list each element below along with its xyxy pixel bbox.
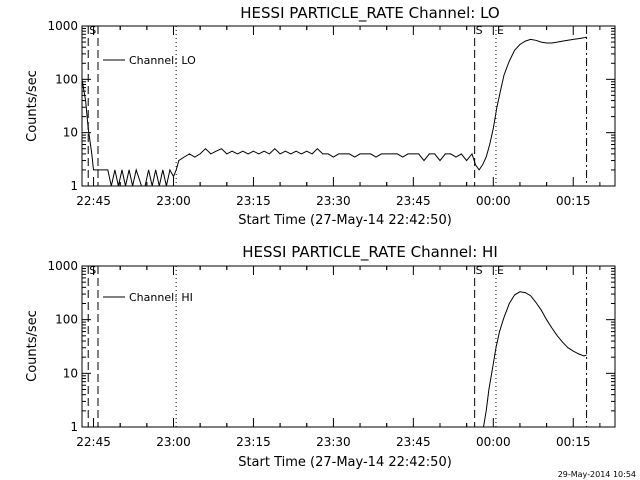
- series-line: [81, 36, 587, 187]
- x-tick-label: 23:30: [316, 194, 351, 208]
- x-tick-label: 22:45: [76, 194, 111, 208]
- y-tick-label: 10: [63, 126, 78, 140]
- x-tick-label: 23:30: [316, 435, 351, 449]
- event-marker-label: S: [476, 24, 483, 37]
- y-axis-label: Counts/sec: [25, 310, 40, 382]
- y-tick-label: 1000: [47, 259, 78, 273]
- x-tick-label: 00:15: [556, 194, 591, 208]
- x-tick-label: 23:00: [156, 435, 191, 449]
- y-tick-label: 100: [55, 72, 78, 86]
- x-tick-label: 00:00: [476, 435, 511, 449]
- x-tick-label: 23:00: [156, 194, 191, 208]
- y-tick-label: 1000: [47, 19, 78, 33]
- x-tick-label: 22:45: [76, 435, 111, 449]
- x-axis-label: Start Time (27-May-14 22:42:50): [238, 213, 452, 228]
- x-tick-label: 23:45: [396, 194, 431, 208]
- legend-label: Channel: LO: [129, 54, 196, 67]
- y-tick-label: 10: [63, 366, 78, 380]
- x-tick-label: 00:15: [556, 435, 591, 449]
- y-axis-label: Counts/sec: [25, 70, 40, 142]
- hi-channel-panel: HESSI PARTICLE_RATE Channel: HI Counts/s…: [25, 243, 616, 470]
- x-tick-label: 23:45: [396, 435, 431, 449]
- chart-title: HESSI PARTICLE_RATE Channel: HI: [242, 243, 498, 262]
- x-tick-label: 23:15: [236, 194, 271, 208]
- y-tick-label: 1: [70, 179, 78, 193]
- legend: Channel: LO: [103, 54, 196, 67]
- x-tick-label: 00:00: [476, 194, 511, 208]
- series-line: [483, 291, 587, 428]
- legend-label: Channel: HI: [129, 291, 193, 304]
- plot-frame: [81, 265, 616, 428]
- y-tick-label: 1: [70, 420, 78, 434]
- event-marker-label: S: [89, 24, 96, 37]
- lo-channel-panel: HESSI PARTICLE_RATE Channel: LO Counts/s…: [25, 4, 616, 228]
- legend: Channel: HI: [103, 291, 193, 304]
- event-marker-label: S: [476, 264, 483, 277]
- chart-title: HESSI PARTICLE_RATE Channel: LO: [240, 4, 499, 23]
- x-tick-label: 23:15: [236, 435, 271, 449]
- y-tick-label: 100: [55, 313, 78, 327]
- event-marker-label: S: [89, 264, 96, 277]
- x-axis-label: Start Time (27-May-14 22:42:50): [238, 455, 452, 470]
- event-marker-label: E: [497, 24, 504, 37]
- print-timestamp: 29-May-2014 10:54: [558, 470, 636, 479]
- event-marker-label: E: [497, 264, 504, 277]
- plot-frame: [81, 25, 616, 187]
